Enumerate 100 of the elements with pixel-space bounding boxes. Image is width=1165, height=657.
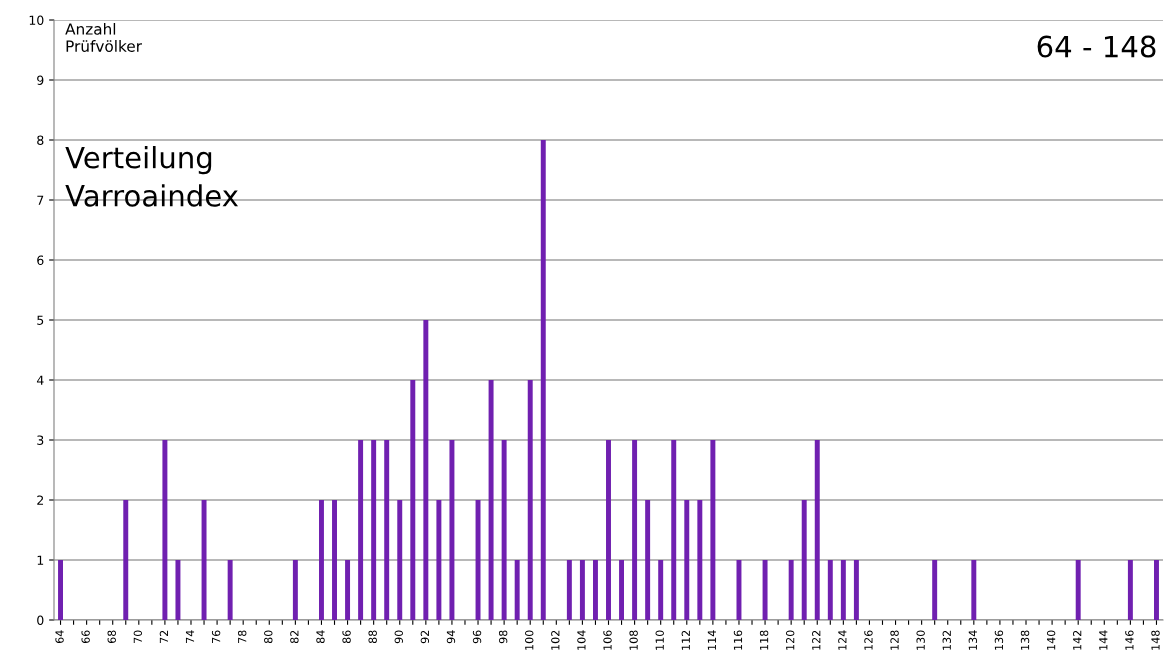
- bar: [579, 560, 585, 620]
- bar: [449, 440, 455, 620]
- x-tick-label: 96: [472, 630, 482, 644]
- bar: [514, 560, 520, 620]
- chart-subtitle: 64 - 148: [1037, 35, 1156, 58]
- x-tick-label: 70: [133, 630, 143, 643]
- bar: [501, 440, 507, 620]
- bar: [162, 440, 168, 620]
- x-tick-label: 132: [942, 630, 951, 650]
- bar: [345, 560, 351, 620]
- y-tick-label: 3: [37, 435, 44, 445]
- bar: [318, 500, 324, 620]
- y-tick-label: 10: [29, 15, 44, 25]
- x-tick-label: 108: [629, 630, 638, 650]
- y-tick-label: 1: [37, 555, 44, 565]
- x-tick-label: 120: [785, 630, 795, 650]
- y-axis-title: Anzahl Prüfvölker: [65, 23, 142, 52]
- x-tick-label: 88: [368, 630, 377, 644]
- bar: [227, 560, 233, 620]
- x-tick-label: 140: [1046, 630, 1056, 650]
- bar: [658, 560, 664, 620]
- y-tick-label: 4: [36, 375, 44, 385]
- x-tick-label: 66: [81, 630, 90, 644]
- x-tick-label: 92: [420, 630, 430, 644]
- bar: [814, 440, 820, 620]
- y-tick-label: 0: [37, 615, 44, 625]
- x-tick-label: 138: [1020, 630, 1030, 650]
- x-tick-label: 72: [159, 630, 168, 643]
- x-tick-label: 100: [525, 630, 534, 650]
- bar: [384, 440, 390, 620]
- x-tick-label: 64: [55, 630, 64, 644]
- x-tick-label: 134: [968, 630, 978, 650]
- x-tick-label: 114: [707, 630, 716, 650]
- x-tick-label: 74: [185, 630, 195, 643]
- bar: [840, 560, 846, 620]
- x-tick-label: 102: [551, 630, 560, 650]
- x-tick-label: 86: [342, 630, 351, 644]
- x-tick-label: 126: [864, 630, 873, 650]
- x-tick-label: 90: [394, 630, 403, 644]
- bar: [632, 440, 638, 620]
- bar: [488, 380, 494, 620]
- bar: [358, 440, 364, 620]
- y-tick-label: 7: [37, 195, 44, 205]
- y-tick-label: 5: [37, 315, 44, 325]
- bar: [697, 500, 703, 620]
- x-tick-label: 146: [1125, 630, 1134, 650]
- text: Verteilung Varroaindex: [65, 146, 239, 207]
- bar: [436, 500, 442, 620]
- x-tick-label: 136: [994, 630, 1004, 650]
- x-tick-label: 82: [290, 630, 299, 644]
- bar: [566, 560, 572, 620]
- bar: [201, 500, 207, 620]
- bar: [371, 440, 377, 620]
- bar: [788, 560, 794, 620]
- x-tick-label: 110: [655, 630, 664, 650]
- x-tick-label: 128: [890, 630, 899, 650]
- x-tick-label: 124: [838, 630, 847, 650]
- y-tick-label: 6: [37, 255, 44, 265]
- x-tick-label: 68: [107, 630, 116, 644]
- bar: [801, 500, 807, 620]
- bar: [1075, 560, 1081, 620]
- bar: [123, 500, 129, 620]
- bar: [971, 560, 977, 620]
- bar: [710, 440, 716, 620]
- x-tick-label: 106: [603, 630, 612, 650]
- x-tick-label: 94: [446, 630, 456, 644]
- bar: [827, 560, 833, 620]
- bar: [684, 500, 690, 620]
- x-tick-label: 104: [577, 630, 586, 650]
- bar: [1154, 560, 1159, 620]
- bar: [645, 500, 651, 620]
- x-tick-label: 130: [916, 630, 925, 650]
- x-tick-label: 142: [1073, 630, 1082, 650]
- bar: [175, 560, 181, 620]
- x-tick-label: 76: [211, 630, 221, 643]
- bar: [397, 500, 403, 620]
- y-tick-label: 2: [37, 495, 44, 505]
- x-tick-label: 116: [733, 630, 743, 650]
- x-tick-label: 112: [681, 630, 690, 650]
- bar: [475, 500, 481, 620]
- bar: [423, 320, 429, 620]
- bar: [762, 560, 768, 620]
- bar: [410, 380, 416, 620]
- bar: [292, 560, 298, 620]
- bar: [932, 560, 938, 620]
- bar: [527, 380, 533, 620]
- x-tick-label: 118: [759, 630, 769, 650]
- y-tick-label: 8: [37, 135, 44, 145]
- x-tick-label: 144: [1099, 630, 1108, 650]
- x-tick-label: 98: [498, 630, 508, 644]
- bar: [671, 440, 677, 620]
- bar: [736, 560, 742, 620]
- bar: [58, 560, 63, 620]
- bar: [853, 560, 859, 620]
- bar: [619, 560, 625, 620]
- bar: [592, 560, 598, 620]
- x-tick-label: 80: [264, 630, 273, 644]
- x-tick-label: 84: [316, 630, 325, 644]
- bar: [332, 500, 337, 620]
- bar: [540, 140, 546, 620]
